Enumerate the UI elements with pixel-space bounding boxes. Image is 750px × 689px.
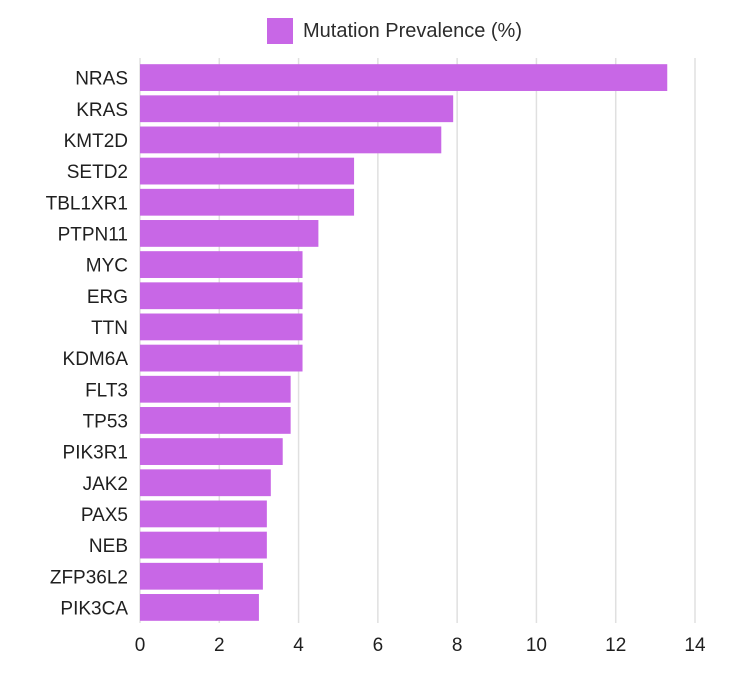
bar-zfp36l2 (140, 562, 263, 590)
category-label: PAX5 (81, 505, 128, 526)
x-tick-label: 12 (605, 635, 626, 656)
bar-myc (140, 251, 303, 278)
bar-tp53 (140, 407, 291, 434)
bar-kdm6a (140, 344, 303, 372)
bars (140, 64, 668, 621)
category-label: NEB (89, 536, 128, 557)
bar-erg (140, 282, 303, 310)
category-label: PIK3CA (60, 598, 128, 619)
category-label: PIK3R1 (63, 443, 128, 464)
category-label: NRAS (75, 69, 128, 90)
category-label: JAK2 (83, 474, 128, 495)
bar-kras (140, 95, 454, 123)
bar-kmt2d (140, 126, 442, 154)
x-tick-label: 14 (684, 635, 706, 656)
bar-ptpn11 (140, 220, 319, 247)
category-label: FLT3 (85, 380, 128, 401)
category-labels: NRAS KRAS KMT2D SETD2 TBL1XR1 PTPN11 MYC ERG TTN… (46, 69, 129, 620)
bar-neb (140, 531, 267, 559)
bar-setd2 (140, 157, 355, 185)
bar-flt3 (140, 375, 291, 403)
x-tick-label: 8 (452, 635, 463, 656)
x-tick-label: 2 (214, 635, 225, 656)
category-label: ZFP36L2 (50, 567, 128, 588)
bar-pax5 (140, 500, 267, 528)
bar-pik3ca (140, 594, 259, 621)
category-label: TBL1XR1 (46, 193, 128, 214)
bar-nras (140, 64, 668, 91)
category-label: SETD2 (67, 162, 128, 183)
category-label: MYC (86, 256, 128, 277)
bar-tbl1xr1 (140, 188, 355, 216)
x-tick-label: 10 (526, 635, 547, 656)
legend-label: Mutation Prevalence (%) (303, 19, 522, 42)
bar-jak2 (140, 469, 271, 497)
category-label: KDM6A (63, 349, 129, 370)
bar-pik3r1 (140, 438, 283, 465)
category-label: TTN (91, 318, 128, 339)
category-label: PTPN11 (58, 224, 128, 245)
category-label: TP53 (83, 411, 128, 432)
x-tick-label: 4 (293, 635, 304, 656)
category-label: KMT2D (64, 131, 128, 152)
x-tick-label: 6 (373, 635, 384, 656)
legend: Mutation Prevalence (%) (267, 18, 522, 44)
x-tick-label: 0 (135, 635, 146, 656)
bar-ttn (140, 313, 303, 341)
category-label: KRAS (76, 100, 128, 121)
x-tick-labels: 0 2 4 6 8 10 12 14 (135, 635, 706, 656)
legend-swatch (267, 18, 293, 44)
category-label: ERG (87, 287, 128, 308)
